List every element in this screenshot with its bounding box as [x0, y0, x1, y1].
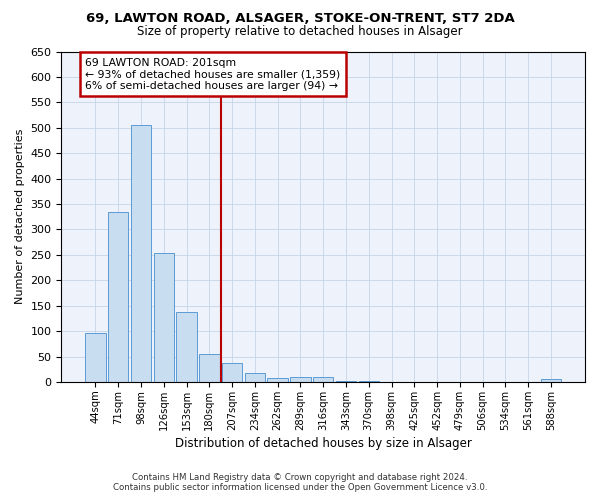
Text: Contains HM Land Registry data © Crown copyright and database right 2024.
Contai: Contains HM Land Registry data © Crown c… [113, 473, 487, 492]
Bar [541, 380, 561, 382]
Text: 69, LAWTON ROAD, ALSAGER, STOKE-ON-TRENT, ST7 2DA: 69, LAWTON ROAD, ALSAGER, STOKE-ON-TRENT… [86, 12, 514, 26]
X-axis label: Distribution of detached houses by size in Alsager: Distribution of detached houses by size … [175, 437, 472, 450]
Bar [131, 125, 151, 382]
Bar [359, 380, 379, 382]
Text: Size of property relative to detached houses in Alsager: Size of property relative to detached ho… [137, 25, 463, 38]
Bar [222, 363, 242, 382]
Bar [176, 312, 197, 382]
Bar [336, 380, 356, 382]
Bar [313, 377, 334, 382]
Y-axis label: Number of detached properties: Number of detached properties [15, 129, 25, 304]
Bar [268, 378, 288, 382]
Bar [290, 377, 311, 382]
Bar [154, 254, 174, 382]
Bar [199, 354, 220, 382]
Text: 69 LAWTON ROAD: 201sqm
← 93% of detached houses are smaller (1,359)
6% of semi-d: 69 LAWTON ROAD: 201sqm ← 93% of detached… [85, 58, 340, 91]
Bar [245, 373, 265, 382]
Bar [85, 332, 106, 382]
Bar [108, 212, 128, 382]
